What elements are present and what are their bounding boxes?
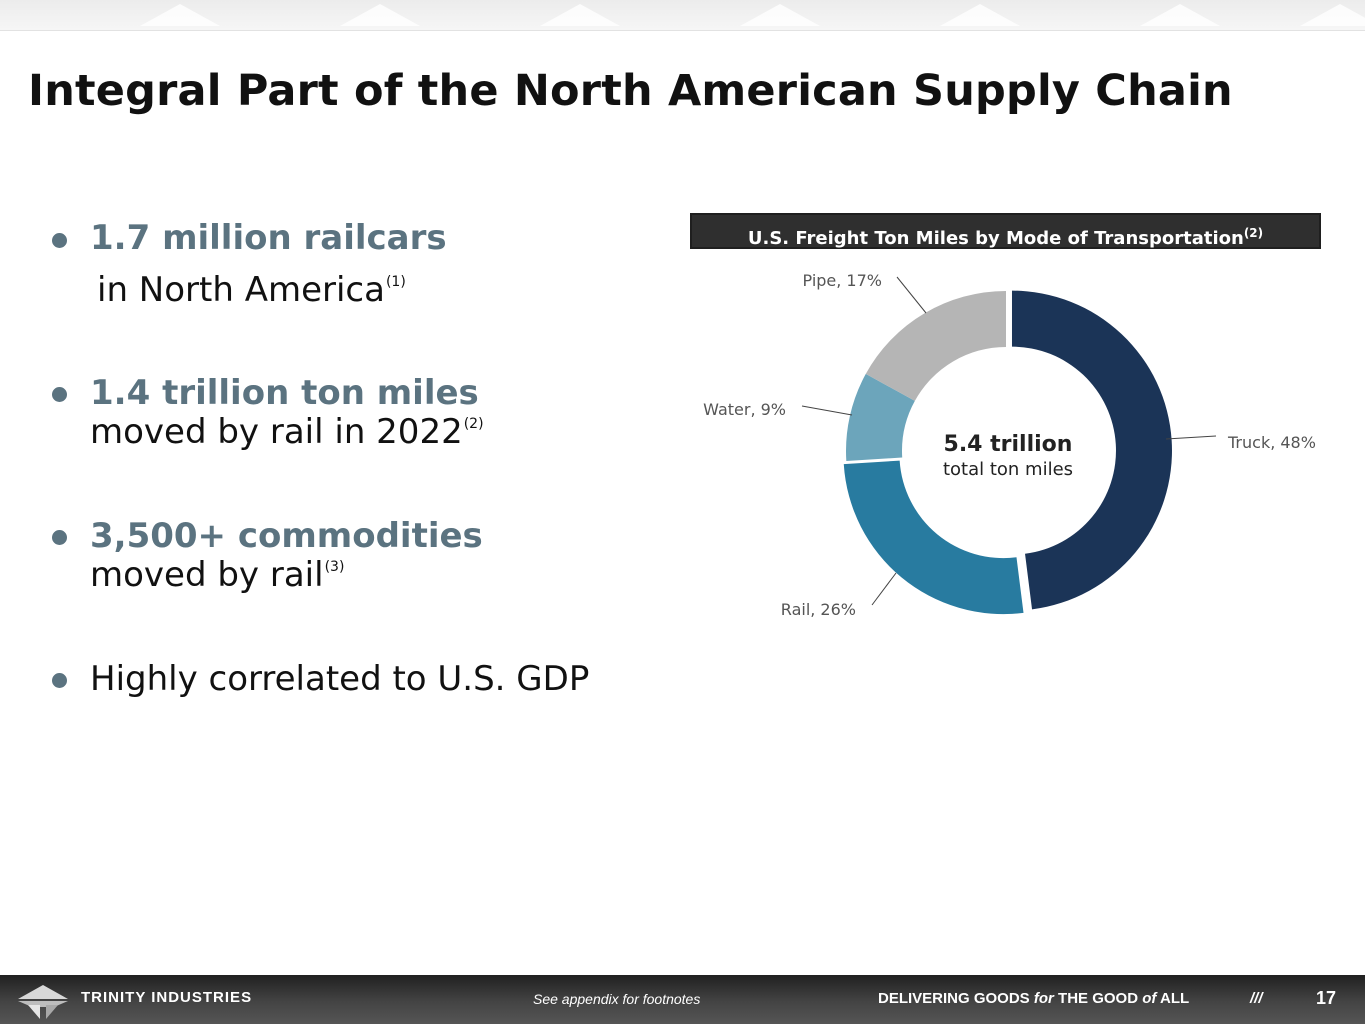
slice-label-water: Water, 9%: [703, 400, 786, 419]
footnote-ref: (2): [1243, 226, 1264, 240]
footnote-link: See appendix for footnotes: [533, 991, 701, 1007]
center-total-value: 5.4 trillion: [944, 432, 1073, 457]
page-title: Integral Part of the North American Supp…: [28, 66, 1233, 116]
footnote-ref: (3): [324, 559, 345, 575]
bullet-detail: in North America(1): [97, 270, 406, 310]
center-total-label: total ton miles: [943, 459, 1073, 480]
bullet-dot: [52, 387, 67, 402]
donut-slice-truck: [1011, 290, 1172, 610]
donut-chart: Truck, 48% Rail, 26% Water, 9% Pipe, 17% 5.…: [703, 271, 1316, 619]
footnote-ref: (1): [385, 274, 406, 290]
header-pattern: [140, 4, 1365, 26]
slice-label-truck: Truck, 48%: [1227, 433, 1316, 452]
leader-line-rail: [871, 572, 897, 606]
footer-bar: TRINITY INDUSTRIES See appendix for foot…: [0, 975, 1365, 1024]
bullet-dot: [52, 233, 67, 248]
chart-title: U.S. Freight Ton Miles by Mode of Transp…: [747, 228, 1244, 249]
trinity-logo-icon: [18, 985, 68, 1019]
slice-label-pipe: Pipe, 17%: [803, 271, 882, 290]
bullet-dot: [52, 530, 67, 545]
donut-slice-pipe: [865, 291, 1006, 401]
brand-name: TRINITY INDUSTRIES: [81, 989, 253, 1006]
bullet-detail: Highly correlated to U.S. GDP: [90, 659, 590, 699]
donut-slice-water: [846, 373, 915, 462]
bullet-headline: 1.7 million railcars: [90, 218, 447, 258]
divider-slashes: ///: [1250, 990, 1263, 1007]
top-decorative-band: [0, 0, 1365, 31]
chart-title-bar: U.S. Freight Ton Miles by Mode of Transp…: [690, 213, 1321, 249]
tagline: DELIVERING GOODS for THE GOOD of ALL: [878, 990, 1190, 1007]
bullet-dot: [52, 673, 67, 688]
bullet-detail: moved by rail(3): [90, 555, 345, 595]
bullet-headline: 1.4 trillion ton miles: [90, 373, 479, 413]
bullet-headline: 3,500+ commodities: [90, 516, 483, 556]
leader-line-truck: [1165, 435, 1217, 440]
bullet-detail: moved by rail in 2022(2): [90, 412, 484, 452]
slice-label-rail: Rail, 26%: [781, 600, 856, 619]
donut-slice-rail: [843, 460, 1024, 615]
footnote-ref: (2): [463, 416, 484, 432]
leader-line-pipe: [896, 276, 927, 314]
page-number: 17: [1316, 988, 1337, 1008]
leader-line-water: [801, 405, 853, 416]
